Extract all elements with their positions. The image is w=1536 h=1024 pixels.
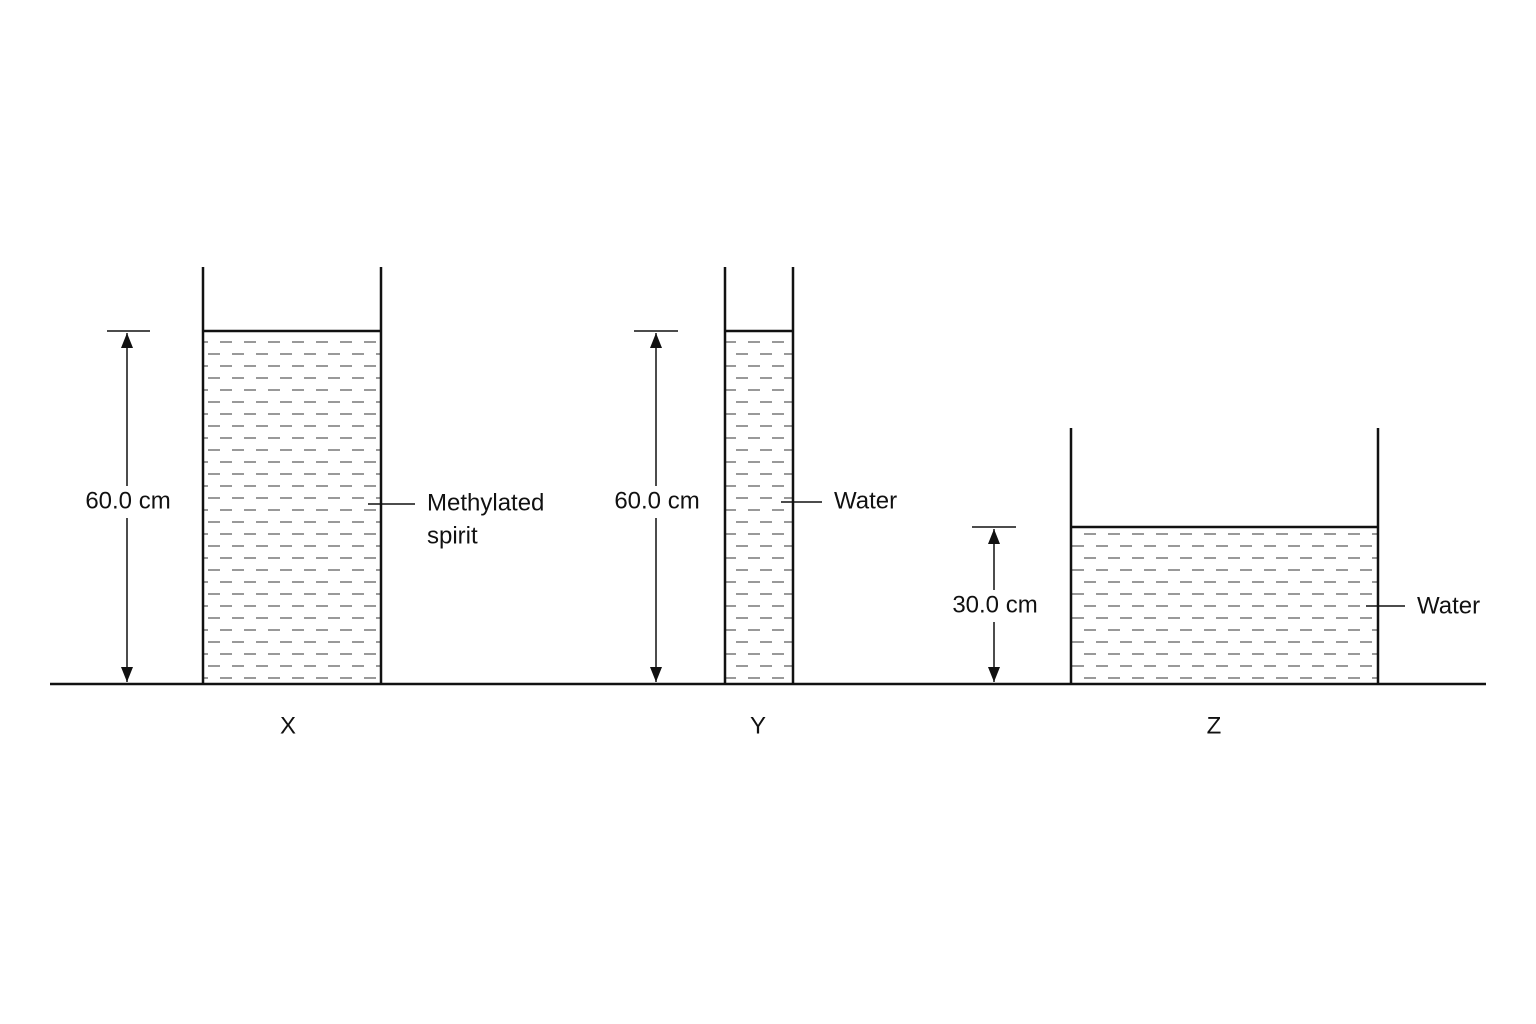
container-label: X bbox=[280, 712, 296, 739]
liquid-label: Water bbox=[834, 487, 897, 514]
container-label: Y bbox=[750, 712, 766, 739]
liquid bbox=[1071, 527, 1378, 684]
container-label: Z bbox=[1207, 712, 1222, 739]
container-walls bbox=[201, 267, 383, 684]
container-walls bbox=[1069, 428, 1380, 684]
container-z: 30.0 cm Water Z bbox=[944, 428, 1480, 739]
height-label: 30.0 cm bbox=[952, 591, 1037, 618]
height-label: 60.0 cm bbox=[85, 487, 170, 514]
label-bg bbox=[78, 486, 178, 518]
label-bg bbox=[607, 486, 707, 518]
liquid-label: spirit bbox=[427, 522, 478, 549]
liquid-label: Methylated bbox=[427, 489, 544, 516]
liquid bbox=[725, 331, 793, 684]
height-label: 60.0 cm bbox=[614, 487, 699, 514]
label-bg bbox=[944, 590, 1044, 622]
liquid bbox=[203, 331, 381, 684]
container-walls bbox=[723, 267, 795, 684]
container-y: 60.0 cm Water Y bbox=[607, 267, 897, 739]
liquid-label: Water bbox=[1417, 592, 1480, 619]
container-x: 60.0 cm Methylated spirit X bbox=[78, 267, 544, 739]
